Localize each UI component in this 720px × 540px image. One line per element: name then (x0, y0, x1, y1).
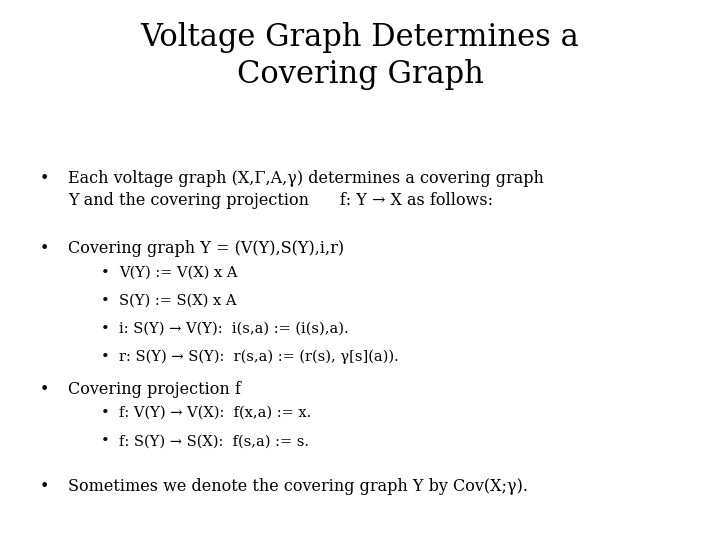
Text: •: • (101, 322, 109, 336)
Text: •: • (101, 266, 109, 280)
Text: Sometimes we denote the covering graph Y by Cov(X;γ).: Sometimes we denote the covering graph Y… (68, 478, 528, 495)
Text: •: • (40, 240, 49, 257)
Text: r: S(Y) → S(Y):  r(s,a) := (r(s), γ[s](a)).: r: S(Y) → S(Y): r(s,a) := (r(s), γ[s](a)… (119, 350, 399, 364)
Text: i: S(Y) → V(Y):  i(s,a) := (i(s),a).: i: S(Y) → V(Y): i(s,a) := (i(s),a). (119, 322, 348, 336)
Text: •: • (101, 294, 109, 308)
Text: S(Y) := S(X) x A: S(Y) := S(X) x A (119, 294, 236, 308)
Text: •: • (40, 478, 49, 495)
Text: •: • (101, 434, 109, 448)
Text: •: • (101, 406, 109, 420)
Text: •: • (40, 170, 49, 187)
Text: Covering projection f: Covering projection f (68, 381, 241, 397)
Text: •: • (40, 381, 49, 397)
Text: f: S(Y) → S(X):  f(s,a) := s.: f: S(Y) → S(X): f(s,a) := s. (119, 434, 309, 448)
Text: Covering graph Y = (V(Y),S(Y),i,r): Covering graph Y = (V(Y),S(Y),i,r) (68, 240, 345, 257)
Text: Each voltage graph (X,Γ,A,γ) determines a covering graph
Y and the covering proj: Each voltage graph (X,Γ,A,γ) determines … (68, 170, 544, 208)
Text: f: V(Y) → V(X):  f(x,a) := x.: f: V(Y) → V(X): f(x,a) := x. (119, 406, 311, 420)
Text: Voltage Graph Determines a
Covering Graph: Voltage Graph Determines a Covering Grap… (140, 22, 580, 90)
Text: V(Y) := V(X) x A: V(Y) := V(X) x A (119, 266, 238, 280)
Text: •: • (101, 350, 109, 364)
